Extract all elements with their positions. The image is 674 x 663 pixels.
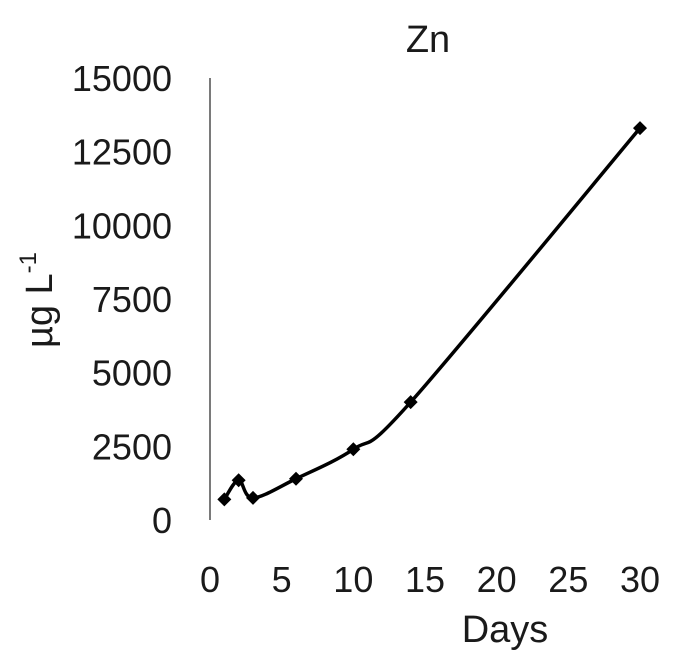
- series-layer: [217, 121, 647, 507]
- x-tick-label: 30: [620, 559, 660, 600]
- y-tick-labels: 0 2500 5000 7500 10000 12500 15000: [72, 58, 172, 541]
- data-point-marker: [289, 471, 303, 486]
- y-tick-label: 5000: [92, 353, 172, 394]
- y-tick-label: 12500: [72, 132, 172, 173]
- data-point-marker: [246, 490, 260, 505]
- data-point-marker: [231, 473, 246, 488]
- data-point-marker: [217, 492, 232, 507]
- data-point-marker: [346, 442, 361, 457]
- y-axis-label-superscript: -1: [15, 252, 42, 273]
- data-point-marker: [633, 121, 647, 136]
- x-tick-label: 10: [333, 559, 373, 600]
- data-point-marker: [403, 395, 418, 410]
- x-tick-label: 25: [548, 559, 588, 600]
- x-tick-label: 15: [405, 559, 445, 600]
- x-tick-labels: 0 5 10 15 20 25 30: [200, 559, 660, 600]
- y-tick-label: 7500: [92, 279, 172, 320]
- y-tick-label: 0: [152, 500, 172, 541]
- y-axis-label: µg L-1: [15, 252, 61, 348]
- x-axis-label: Days: [462, 609, 549, 651]
- series-line: [222, 126, 642, 501]
- x-tick-label: 5: [272, 559, 292, 600]
- y-tick-label: 2500: [92, 426, 172, 467]
- chart-title: Zn: [406, 19, 450, 61]
- x-tick-label: 0: [200, 559, 220, 600]
- y-tick-label: 10000: [72, 205, 172, 246]
- y-tick-label: 15000: [72, 58, 172, 99]
- x-tick-label: 20: [477, 559, 517, 600]
- y-axis-label-main: µg L: [19, 273, 61, 348]
